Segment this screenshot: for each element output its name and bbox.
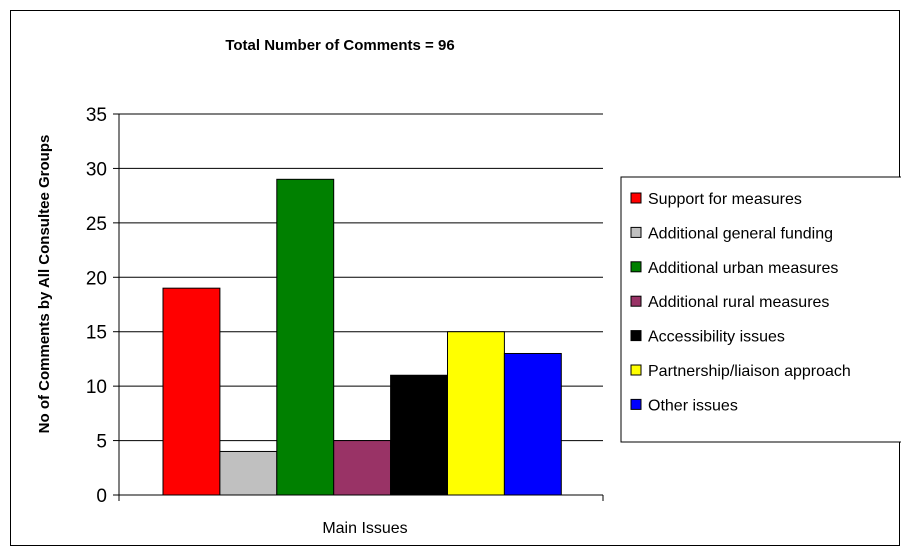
legend-box — [620, 176, 901, 443]
bar — [447, 331, 505, 496]
bar — [390, 374, 449, 496]
y-axis-label: No of Comments by All Consultee Groups — [36, 135, 53, 434]
y-tick-label: 0 — [96, 486, 107, 507]
chart-title: Total Number of Comments = 96 — [225, 37, 454, 54]
y-tick-label: 10 — [86, 377, 107, 398]
legend-label: Additional rural measures — [648, 294, 829, 311]
y-tick-label: 30 — [86, 159, 107, 180]
bar — [503, 352, 562, 496]
legend-swatch — [630, 261, 642, 273]
y-tick-label: 20 — [86, 268, 107, 289]
legend-swatch — [630, 364, 642, 376]
legend-swatch — [630, 192, 642, 204]
legend-label: Additional general funding — [648, 225, 833, 242]
bar — [276, 178, 335, 496]
y-tick-labels: 0 5 10 15 20 25 30 35 — [86, 105, 107, 507]
legend-swatch — [630, 295, 642, 307]
legend-label: Additional urban measures — [648, 260, 838, 277]
bar — [219, 450, 278, 496]
y-tick-label: 25 — [86, 214, 107, 235]
x-axis-label: Main Issues — [322, 520, 407, 537]
legend-label: Other issues — [648, 397, 738, 414]
legend-label: Support for measures — [648, 191, 802, 208]
legend-label: Partnership/liaison approach — [648, 363, 851, 380]
legend-label: Accessibility issues — [648, 329, 785, 346]
bar-chart: Total Number of Comments = 96 No of Comm… — [36, 37, 901, 537]
y-tick-label: 15 — [86, 323, 107, 344]
legend-swatch — [630, 330, 642, 342]
legend-swatch — [630, 226, 642, 238]
legend-swatch — [630, 398, 642, 410]
chart-frame: Total Number of Comments = 96 No of Comm… — [10, 10, 901, 546]
axes — [113, 113, 604, 501]
y-tick-label: 35 — [86, 105, 107, 126]
bars — [162, 178, 562, 496]
bar — [333, 440, 392, 496]
y-tick-label: 5 — [96, 432, 107, 453]
bar — [162, 287, 221, 496]
legend: Support for measures Additional general f… — [630, 191, 851, 414]
